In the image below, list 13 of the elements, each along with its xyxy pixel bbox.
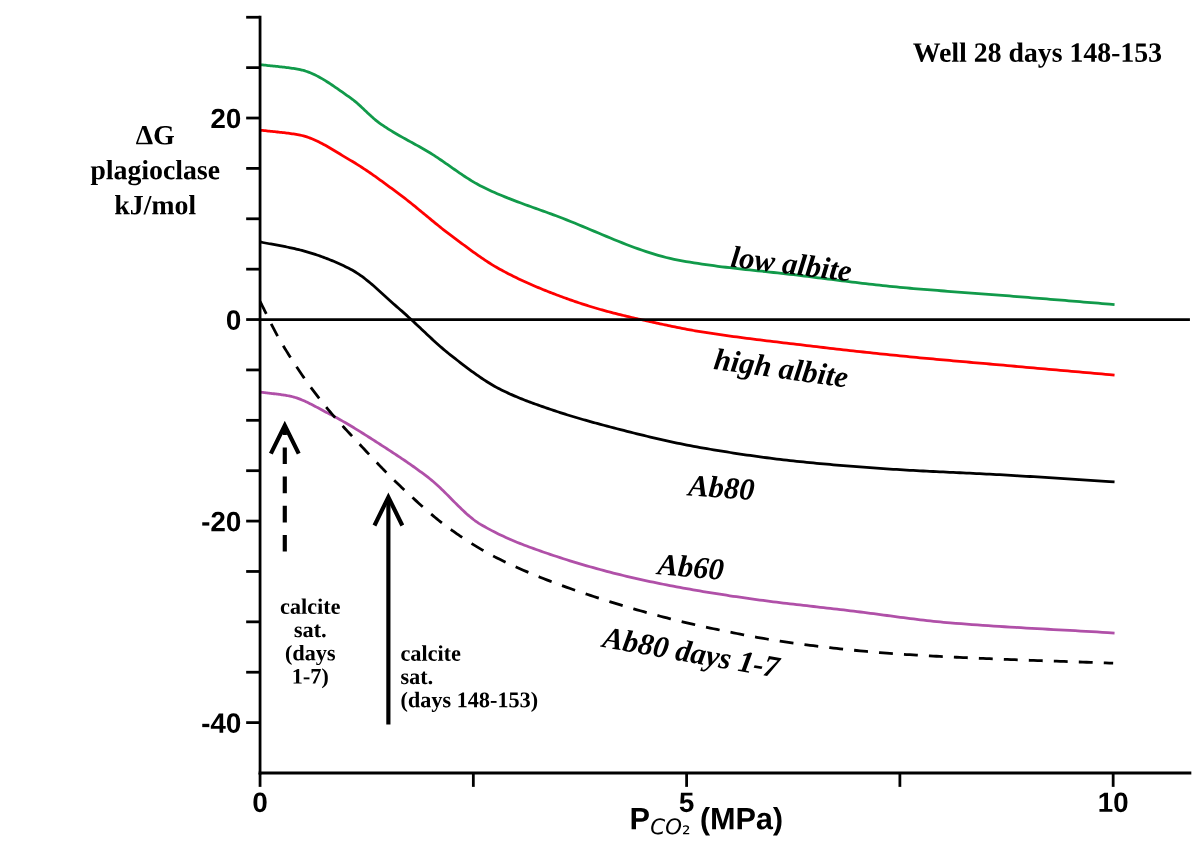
annotation: calcite sat. (days 148-153)	[401, 645, 538, 712]
y-tick-label: -40	[202, 713, 241, 733]
y-tick-label: -20	[202, 511, 241, 532]
x-tick-label: 10	[1099, 792, 1128, 813]
text: Well 28 days 148-153	[913, 42, 1162, 68]
text: Ab80 days 1-7	[598, 625, 782, 685]
x-tick-label: 0	[253, 792, 267, 813]
series-label: Ab80	[686, 474, 755, 501]
series-label: Ab60	[655, 552, 725, 581]
annotation: calcite sat. (days 1-7)	[280, 598, 340, 689]
y-tick-label: 0	[226, 310, 241, 330]
text: low albite	[730, 245, 853, 282]
text: high albite	[712, 347, 849, 394]
